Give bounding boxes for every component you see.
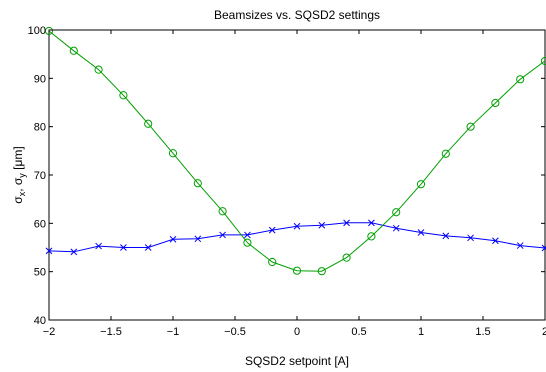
x-tick-label: −1.5 xyxy=(100,326,122,338)
data-point-circle xyxy=(94,65,103,74)
data-point-cross xyxy=(45,247,53,255)
plot-area: −2 −1.5 −1 −0.5 0 0.5 1 1.5 2 40 50 60 70 80 90 100 xyxy=(28,25,546,338)
plot-frame xyxy=(48,29,546,321)
data-point-cross xyxy=(417,229,425,236)
data-point-cross xyxy=(516,242,524,249)
y-label-unit: [μm] xyxy=(11,146,25,173)
data-point-circle xyxy=(218,207,227,216)
data-point-circle xyxy=(144,119,153,128)
data-point-cross xyxy=(194,235,202,243)
data-point-cross xyxy=(392,224,400,232)
chart-title: Beamsizes vs. SQSD2 settings xyxy=(214,8,380,22)
data-point-cross xyxy=(492,237,499,245)
data-point-cross xyxy=(318,221,326,229)
data-point-cross xyxy=(442,232,450,240)
y-label-sigma-x: σ xyxy=(11,196,25,204)
data-point-circle xyxy=(292,266,302,275)
y-axis-label: σx, σy [μm] xyxy=(11,146,27,203)
data-point-cross xyxy=(467,234,474,242)
data-point-circle xyxy=(441,149,450,158)
y-tick-label: 60 xyxy=(34,218,46,230)
y-tick-label: 70 xyxy=(34,170,46,182)
data-point-circle xyxy=(516,75,525,84)
data-point-circle xyxy=(466,122,475,131)
y-tick-label: 90 xyxy=(34,73,46,85)
data-point-cross xyxy=(541,244,546,252)
x-tick-label: 0 xyxy=(294,326,300,338)
data-point-cross xyxy=(268,226,276,234)
y-label-sigma-y: σ xyxy=(11,177,25,185)
data-point-circle xyxy=(243,238,252,247)
y-label-sub-x: x xyxy=(17,191,27,196)
y-label-sub-y: y xyxy=(17,173,27,178)
series-layer xyxy=(44,26,546,276)
x-axis-label: SQSD2 setpoint [A] xyxy=(245,354,349,368)
data-point-cross xyxy=(169,235,177,243)
tick-layer: −2 −1.5 −1 −0.5 0 0.5 1 1.5 2 40 50 60 70 80 90 100 xyxy=(28,25,546,338)
data-point-cross xyxy=(219,231,226,239)
y-tick-label: 50 xyxy=(34,267,46,279)
series-line xyxy=(48,30,546,272)
data-point-cross xyxy=(368,219,375,227)
data-point-circle xyxy=(367,232,376,241)
y-tick-label: 80 xyxy=(34,122,46,134)
x-tick-label: −1 xyxy=(167,326,180,338)
data-point-cross xyxy=(120,244,127,251)
data-point-cross xyxy=(293,222,301,230)
y-tick-label: 40 xyxy=(34,315,46,327)
data-point-cross xyxy=(244,231,251,239)
x-tick-label: 2 xyxy=(542,326,546,338)
x-tick-label: 1.5 xyxy=(475,326,490,338)
x-tick-label: −0.5 xyxy=(224,326,246,338)
data-point-circle xyxy=(193,179,202,188)
data-point-circle xyxy=(491,98,500,108)
y-label-separator: , xyxy=(11,185,25,192)
data-point-circle xyxy=(44,26,54,36)
data-point-cross xyxy=(343,219,350,227)
data-point-circle xyxy=(392,208,401,217)
x-tick-label: −2 xyxy=(43,326,56,338)
x-tick-label: 1 xyxy=(418,326,424,338)
data-point-cross xyxy=(95,242,102,250)
data-point-circle xyxy=(168,149,178,158)
data-point-circle xyxy=(416,180,426,189)
x-tick-label: 0.5 xyxy=(351,326,366,338)
data-point-cross xyxy=(70,248,78,256)
data-point-cross xyxy=(144,244,152,251)
data-point-circle xyxy=(119,91,128,100)
y-tick-label: 100 xyxy=(28,25,46,37)
data-point-circle xyxy=(540,56,546,66)
data-point-circle xyxy=(342,253,351,262)
data-point-circle xyxy=(268,257,277,267)
data-point-circle xyxy=(69,46,78,55)
data-point-circle xyxy=(317,267,326,276)
